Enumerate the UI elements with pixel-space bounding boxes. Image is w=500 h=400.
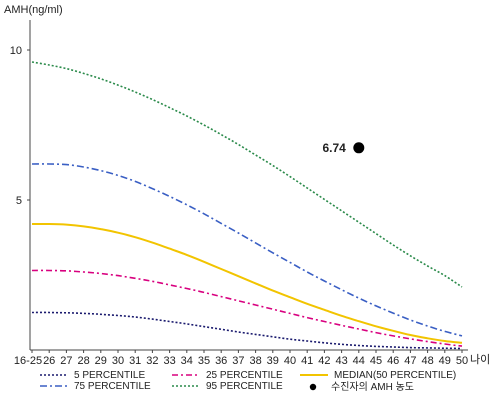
legend-label-0: 5 PERCENTILE [74, 370, 145, 381]
legend-marker-label: 수진자의 AMH 농도 [331, 381, 414, 393]
x-tick-label: 26 [43, 355, 55, 367]
y-tick-label: 10 [10, 45, 22, 57]
patient-marker-label: 6.74 [322, 141, 346, 155]
series-line-1 [31, 269, 463, 347]
legend-marker-dot [309, 383, 317, 391]
y-ticks: 5 10 [10, 45, 30, 207]
x-tick-label: 30 [112, 355, 124, 367]
x-tick-label: 47 [404, 355, 416, 367]
y-axis-title: AMH(ng/ml) [4, 4, 63, 16]
series-line-4 [31, 61, 463, 288]
x-tick-label: 38 [249, 355, 261, 367]
x-ticks: 16-25 26 27 28 29 30 31 32 33 34 35 36 37 38 39 40 41 42 4… [14, 350, 468, 367]
x-tick-label: 40 [284, 355, 296, 367]
x-tick-label: 49 [439, 355, 451, 367]
x-tick-label: 34 [181, 355, 193, 367]
x-tick-label: 16-25 [14, 355, 42, 367]
x-tick-label: 43 [335, 355, 347, 367]
x-tick-label: 44 [353, 355, 365, 367]
x-tick-label: 48 [421, 355, 433, 367]
series-line-2 [31, 222, 463, 344]
x-tick-label: 29 [95, 355, 107, 367]
legend-label-3: 75 PERCENTILE [74, 381, 151, 392]
patient-marker: 6.74 [322, 141, 365, 155]
x-tick-label: 50 [456, 355, 468, 367]
x-tick-label: 33 [163, 355, 175, 367]
legend-label-1: 25 PERCENTILE [206, 370, 283, 381]
legend: 5 PERCENTILE 25 PERCENTILE MEDIAN(50 PERCE… [40, 370, 456, 393]
x-tick-label: 35 [198, 355, 210, 367]
x-tick-label: 36 [215, 355, 227, 367]
legend-label-4: 95 PERCENTILE [206, 381, 283, 392]
patient-marker-dot [353, 142, 365, 154]
x-tick-label: 46 [387, 355, 399, 367]
x-tick-label: 32 [146, 355, 158, 367]
x-tick-label: 41 [301, 355, 313, 367]
series-line-0 [31, 311, 463, 350]
x-tick-label: 28 [77, 355, 89, 367]
x-axis-title: 나이 [470, 353, 490, 366]
legend-label-2: MEDIAN(50 PERCENTILE) [334, 370, 456, 381]
x-tick-label: 45 [370, 355, 382, 367]
x-tick-label: 27 [60, 355, 72, 367]
x-tick-label: 31 [129, 355, 141, 367]
series-lines [31, 61, 463, 350]
x-tick-label: 37 [232, 355, 244, 367]
x-tick-label: 39 [267, 355, 279, 367]
y-tick-label: 5 [16, 195, 22, 207]
x-tick-label: 42 [318, 355, 330, 367]
series-line-3 [31, 163, 463, 337]
